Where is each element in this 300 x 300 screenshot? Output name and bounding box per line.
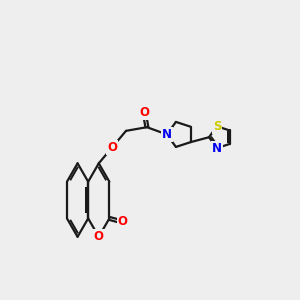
Text: O: O <box>139 106 149 119</box>
Text: S: S <box>213 120 221 133</box>
Text: O: O <box>94 230 104 243</box>
Text: O: O <box>118 215 128 229</box>
Text: O: O <box>107 141 117 154</box>
Text: N: N <box>162 128 172 141</box>
Text: N: N <box>212 142 222 154</box>
